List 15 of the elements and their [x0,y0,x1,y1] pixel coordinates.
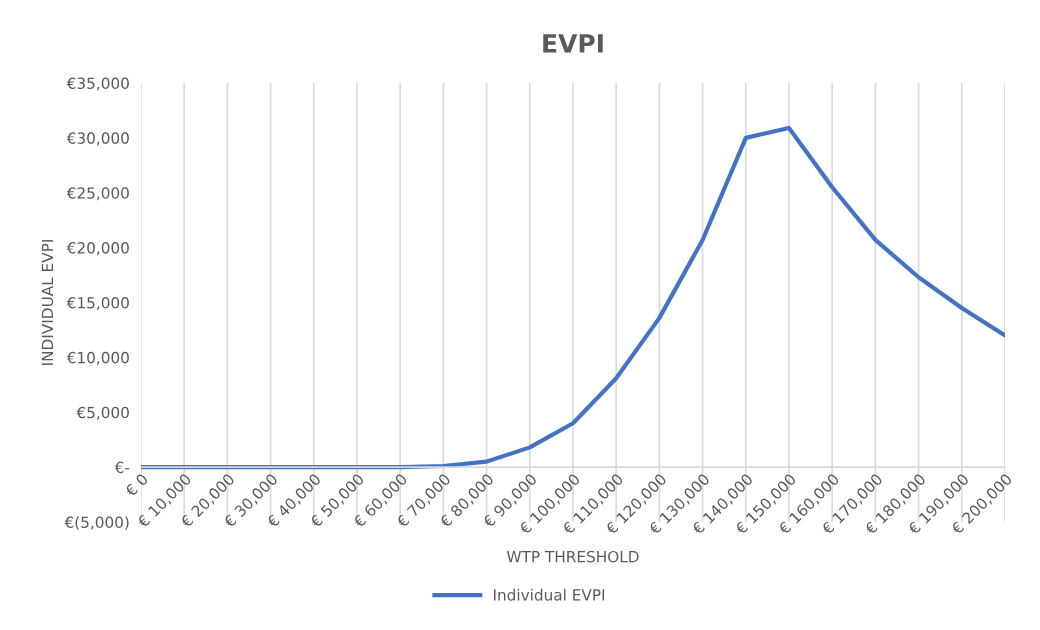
y-tick-label: €20,000 [66,242,129,256]
line-series [141,125,1005,470]
y-tick-label: €30,000 [66,132,129,146]
y-tick-label: €25,000 [66,187,129,201]
y-tick-label: €10,000 [66,351,129,365]
legend-label: Individual EVPI [493,588,605,601]
x-axis-title: WTP THRESHOLD [506,550,639,563]
y-tick-label: €(5,000) [64,516,129,530]
y-tick-label: €35,000 [66,77,129,91]
y-tick-label: €- [114,461,130,474]
y-tick-label: €15,000 [66,296,129,311]
y-axis-title: INDIVIDUAL EVPI [41,240,54,365]
chart-title: EVPI [543,34,603,53]
y-tick-label: €5,000 [76,406,129,420]
x-tick-label: € 0 [124,472,149,498]
